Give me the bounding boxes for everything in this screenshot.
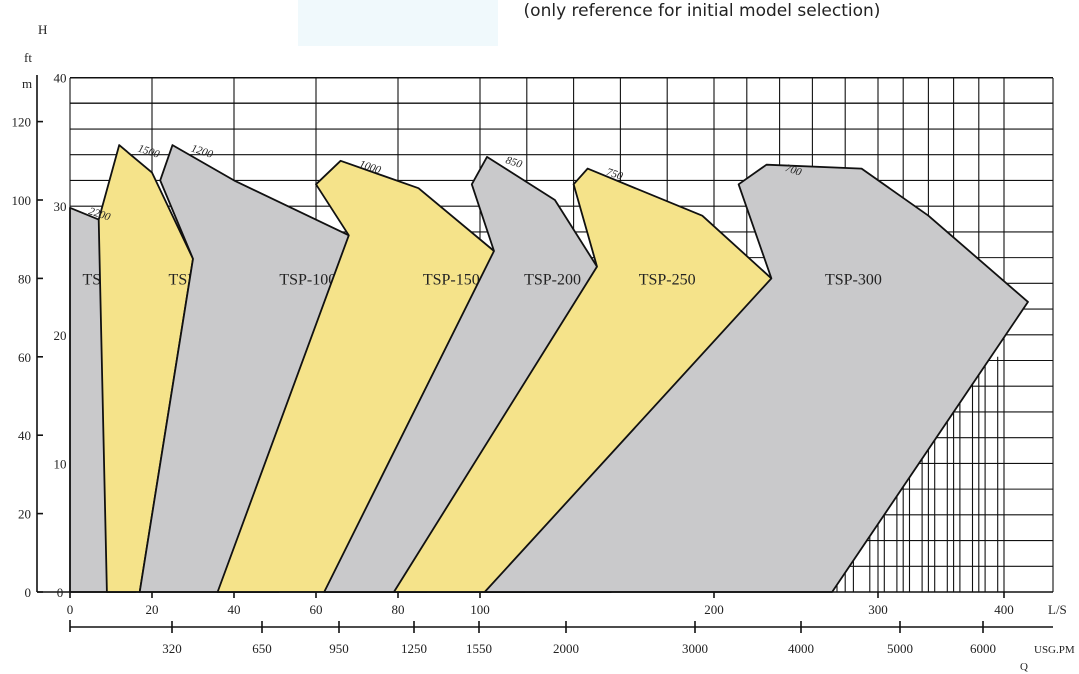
x-usgpm-tick-label: 3000 bbox=[682, 641, 708, 656]
chart-subtitle: (only reference for initial model select… bbox=[524, 1, 881, 21]
y-ft-tick-label: 60 bbox=[18, 350, 31, 365]
x-axis-label: Q bbox=[1020, 661, 1028, 673]
x-usgpm-tick-label: 650 bbox=[252, 641, 272, 656]
x-ls-tick-label: 300 bbox=[868, 602, 888, 617]
x-ls-tick-label: 80 bbox=[392, 602, 405, 617]
x-usgpm-tick-label: 4000 bbox=[788, 641, 814, 656]
y-ft-tick-label: 100 bbox=[12, 193, 32, 208]
x-ls-tick-label: 60 bbox=[310, 602, 323, 617]
region-label-tsp-300: TSP-300 bbox=[825, 271, 882, 288]
x-usgpm-tick-label: 320 bbox=[162, 641, 182, 656]
x-usgpm-tick-label: 1250 bbox=[401, 641, 427, 656]
region-label-tsp-200: TSP-200 bbox=[524, 271, 581, 288]
y-m-tick-label: 10 bbox=[54, 456, 67, 471]
x-usgpm-tick-label: 5000 bbox=[887, 641, 913, 656]
speed-label-tsp-200: 850 bbox=[504, 154, 524, 171]
y-m-tick-label: 40 bbox=[54, 71, 67, 86]
y-ft-tick-label: 20 bbox=[18, 507, 31, 522]
x-unit-usgpm: USG.PM bbox=[1034, 644, 1075, 656]
x-usgpm-tick-label: 1550 bbox=[466, 641, 492, 656]
y-m-tick-label: 30 bbox=[54, 199, 67, 214]
x-ls-tick-label: 40 bbox=[228, 602, 241, 617]
region-label-tsp-250: TSP-250 bbox=[639, 271, 696, 288]
y-m-tick-label: 20 bbox=[54, 328, 67, 343]
x-ls-tick-label: 20 bbox=[146, 602, 159, 617]
x-ls-tick-label: 100 bbox=[470, 602, 490, 617]
y-m-tick-label: 0 bbox=[57, 585, 64, 600]
y-ft-tick-label: 40 bbox=[18, 428, 31, 443]
y-ft-tick-label: 80 bbox=[18, 271, 31, 286]
speed-label-tsp-250: 750 bbox=[605, 166, 625, 183]
x-ls-tick-label: 400 bbox=[994, 602, 1014, 617]
x-unit-ls: L/S bbox=[1048, 602, 1067, 617]
region-label-tsp-100: TSP-100 bbox=[279, 271, 336, 288]
region-label-tsp-150: TSP-150 bbox=[423, 271, 480, 288]
speed-label-tsp-65: 1500 bbox=[136, 143, 161, 161]
x-ls-tick-label: 0 bbox=[67, 602, 74, 617]
y-unit-m: m bbox=[22, 76, 32, 91]
x-ls-tick-label: 200 bbox=[704, 602, 724, 617]
speed-label-tsp-300: 700 bbox=[784, 162, 804, 179]
x-usgpm-tick-label: 6000 bbox=[970, 641, 996, 656]
subtitle-highlight bbox=[298, 0, 498, 46]
x-usgpm-tick-label: 950 bbox=[329, 641, 349, 656]
y-axis-label: H bbox=[38, 22, 47, 37]
pump-regions: TSP-40TSP-65TSP-100TSP-150TSP-200TSP-250… bbox=[69, 144, 1029, 593]
y-ft-tick-label: 120 bbox=[12, 115, 32, 130]
region-tsp-300 bbox=[483, 163, 1029, 593]
x-usgpm-tick-label: 2000 bbox=[553, 641, 579, 656]
y-ft-tick-label: 0 bbox=[25, 585, 32, 600]
y-unit-ft: ft bbox=[24, 50, 32, 65]
